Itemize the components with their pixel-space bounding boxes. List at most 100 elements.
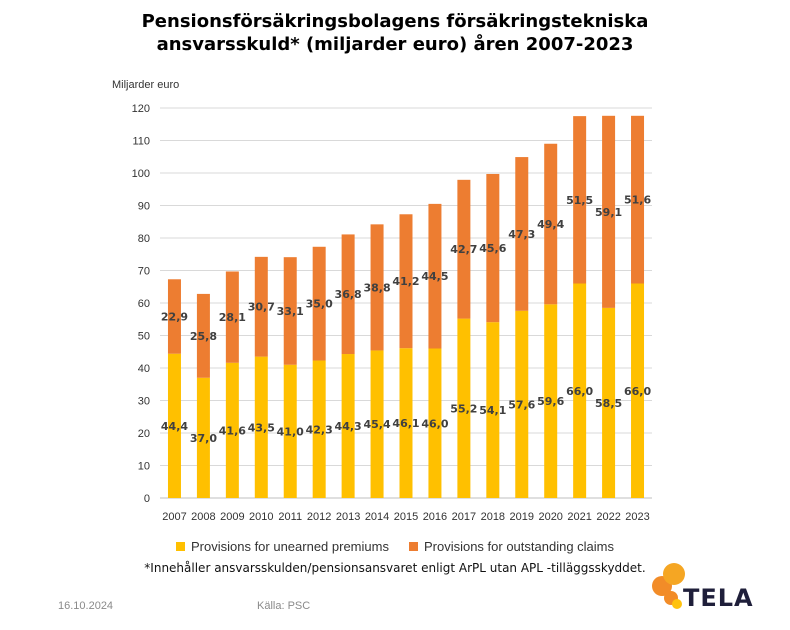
bar-premiums [196,377,210,498]
chart-title-line2: ansvarsskuld* (miljarder euro) åren 2007… [156,34,634,55]
x-tick-label: 2007 [162,511,186,523]
data-label-premiums: 66,0 [624,385,651,398]
y-tick-label: 50 [138,331,150,343]
x-tick-label: 2009 [220,511,244,523]
data-label-claims: 30,7 [248,301,275,314]
data-label-claims: 35,0 [306,298,333,311]
bar-premiums [457,318,471,498]
data-label-premiums: 54,1 [479,404,506,417]
x-tick-label: 2015 [394,511,418,523]
x-tick-label: 2012 [307,511,331,523]
bar-claims [602,115,616,308]
bar-premiums [428,348,442,498]
x-tick-label: 2010 [249,511,273,523]
bar-premiums [312,360,326,498]
data-label-claims: 59,1 [595,206,622,219]
y-tick-label: 70 [138,266,150,278]
bar-claims [515,157,529,311]
bar-claims [370,224,384,351]
bar-premiums [602,307,616,498]
bar-claims [544,143,558,305]
data-label-claims: 47,3 [508,228,535,241]
data-label-claims: 51,6 [624,194,651,207]
bar-claims [573,116,587,284]
data-label-premiums: 55,2 [450,402,477,415]
bar-claims [254,256,268,357]
x-tick-label: 2011 [278,511,302,523]
footnote: *Innehåller ansvarsskulden/pensionsansva… [144,561,646,575]
y-tick-label: 100 [132,168,150,180]
bar-premiums [573,283,587,498]
y-tick-label: 60 [138,298,150,310]
bar-premiums [167,353,181,498]
tela-logo: TELA [647,560,767,616]
bar-premiums [341,354,355,498]
legend: Provisions for unearned premiums Provisi… [0,539,790,554]
x-tick-label: 2018 [481,511,505,523]
x-tick-label: 2014 [365,511,389,523]
data-label-premiums: 59,6 [537,395,564,408]
x-tick-label: 2013 [336,511,360,523]
y-tick-label: 90 [138,201,150,213]
legend-label-premiums: Provisions for unearned premiums [190,539,389,554]
data-label-claims: 49,4 [537,218,564,231]
data-label-claims: 22,9 [161,310,188,323]
publish-date: 16.10.2024 [58,600,114,612]
stacked-bar-chart: 0 10 20 30 40 50 60 70 80 90 100 110 120 44,4 22,9 2007… [132,103,652,523]
x-tick-label: 2020 [538,511,562,523]
data-label-claims: 51,5 [566,194,593,207]
bar-premiums [544,304,558,498]
bar-premiums [370,350,384,498]
data-label-premiums: 66,0 [566,385,593,398]
data-label-claims: 33,1 [277,305,304,318]
legend-swatch-claims [408,542,418,551]
bar-claims [196,293,210,378]
bar-claims [341,234,355,355]
y-tick-label: 20 [138,428,150,440]
data-label-claims: 44,5 [421,270,448,283]
x-tick-label: 2019 [510,511,534,523]
bar-premiums [225,362,239,498]
data-label-premiums: 46,0 [421,417,448,430]
bar-premiums [254,356,268,498]
source-note: Källa: PSC [257,600,311,612]
data-label-claims: 36,8 [335,288,362,301]
y-tick-label: 110 [132,136,150,148]
bar-premiums [283,364,297,498]
bar-claims [399,214,413,349]
x-tick-label: 2017 [452,511,476,523]
data-label-premiums: 44,3 [335,420,362,433]
data-label-premiums: 37,0 [190,432,217,445]
legend-item-claims: Provisions for outstanding claims [408,539,614,554]
data-label-claims: 28,1 [219,311,246,324]
tela-logo-mark [652,563,685,609]
data-label-premiums: 58,5 [595,397,622,410]
legend-label-claims: Provisions for outstanding claims [423,539,614,554]
y-tick-label: 30 [138,396,150,408]
data-label-claims: 42,7 [450,243,477,256]
data-label-premiums: 41,0 [277,425,304,438]
x-tick-label: 2016 [423,511,447,523]
bar-claims [486,173,500,323]
data-label-premiums: 43,5 [248,421,275,434]
y-tick-label: 10 [138,461,150,473]
y-axis-label: Miljarder euro [112,79,180,91]
y-tick-label: 120 [132,103,150,115]
data-label-premiums: 41,6 [219,424,246,437]
legend-swatch-premiums [175,542,185,551]
data-label-claims: 41,2 [392,275,419,288]
data-label-claims: 45,6 [479,242,506,255]
data-label-premiums: 42,3 [306,423,333,436]
y-tick-label: 80 [138,233,150,245]
bar-claims [283,257,297,365]
bar-claims [312,246,326,361]
bar-claims [167,279,181,354]
data-label-premiums: 46,1 [392,417,419,430]
bar-premiums [486,322,500,498]
bar-claims [428,203,442,349]
bar-claims [631,115,645,284]
bar-claims [225,271,239,363]
chart-title-line1: Pensionsförsäkringsbolagens försäkringst… [141,11,649,32]
bar-claims [457,179,471,319]
bar-premiums [515,310,529,498]
